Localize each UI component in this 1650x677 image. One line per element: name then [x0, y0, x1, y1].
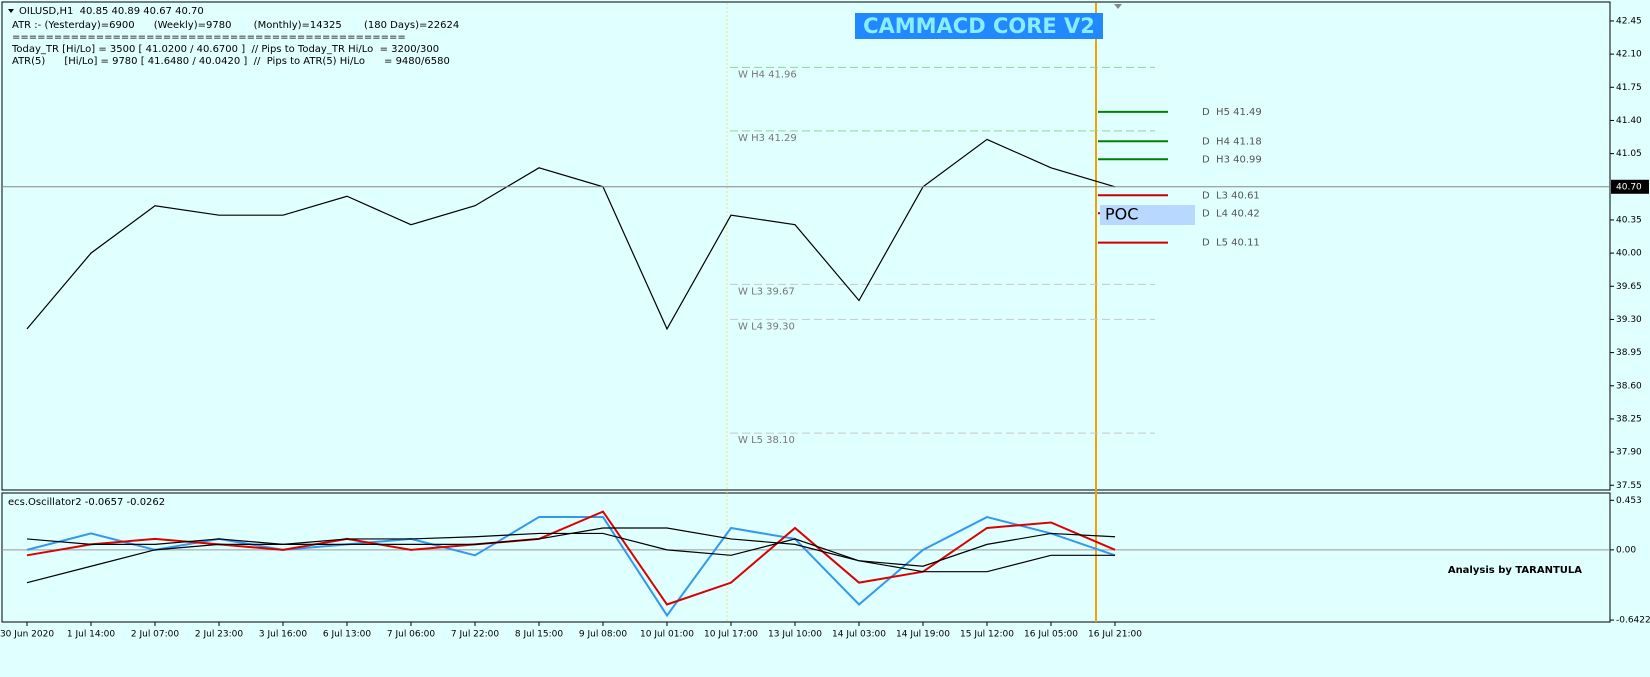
x-tick-label: 3 Jul 16:00 [259, 630, 308, 640]
current-price-label: 40.70 [1616, 182, 1642, 192]
series-line [26, 527, 1115, 584]
y-tick-label: -0.6422 [1616, 616, 1650, 626]
x-tick-label: 16 Jul 05:00 [1024, 630, 1078, 640]
atr-line: ATR :- (Yesterday)=6900 (Weekly)=9780 (M… [12, 20, 459, 31]
menu-arrow [8, 9, 14, 13]
series-line [26, 515, 1116, 618]
y-tick-label: 38.25 [1616, 414, 1642, 424]
poc-box [1100, 205, 1195, 225]
x-tick-label: 7 Jul 22:00 [451, 630, 500, 640]
x-tick-label: 15 Jul 12:00 [960, 630, 1014, 640]
y-tick-label: 40.00 [1616, 249, 1642, 259]
daily-level-label: D H5 41.49 [1202, 107, 1262, 118]
y-tick-label: 41.40 [1616, 116, 1642, 126]
daily-level-label: D H3 40.99 [1202, 154, 1262, 165]
current-price-box [1611, 179, 1649, 194]
scroll-marker [1114, 4, 1122, 9]
weekly-level-label: W H4 41.96 [738, 69, 797, 80]
y-tick-label: 37.90 [1616, 448, 1642, 458]
x-tick-label: 7 Jul 06:00 [387, 630, 436, 640]
y-tick-label: 0.00 [1616, 545, 1636, 555]
poc-label: POC [1105, 205, 1138, 224]
indicator-title: CAMMACD CORE V2 [863, 14, 1095, 38]
x-tick-label: 6 Jul 13:00 [323, 630, 372, 640]
x-tick-label: 1 Jul 14:00 [67, 630, 116, 640]
oscillator-title: ecs.Oscillator2 -0.0657 -0.0262 [8, 497, 165, 508]
y-tick-label: 42.45 [1616, 16, 1642, 26]
y-tick-label: 41.05 [1616, 149, 1642, 159]
y-tick-label: 0.453 [1616, 496, 1642, 506]
weekly-level-label: W L3 39.67 [738, 286, 795, 297]
x-tick-label: 14 Jul 03:00 [832, 630, 886, 640]
x-tick-label: 8 Jul 15:00 [515, 630, 564, 640]
separator: ========================================… [12, 32, 406, 43]
series-line [26, 510, 1116, 606]
x-tick-label: 14 Jul 19:00 [896, 630, 950, 640]
x-tick-label: 10 Jul 17:00 [704, 630, 758, 640]
atr5: ATR(5) [Hi/Lo] = 9780 [ 41.6480 / 40.042… [12, 56, 450, 67]
x-tick-label: 13 Jul 10:00 [768, 630, 822, 640]
weekly-level-label: W L4 39.30 [738, 321, 795, 332]
y-tick-label: 37.55 [1616, 481, 1642, 491]
x-tick-label: 2 Jul 23:00 [195, 630, 244, 640]
series-line [26, 138, 1116, 331]
indicator-badge [855, 13, 1103, 39]
today-tr: Today_TR [Hi/Lo] = 3500 [ 41.0200 / 40.6… [11, 44, 439, 55]
annotation: Analysis by TARANTULA [1448, 565, 1582, 576]
y-tick-label: 42.10 [1616, 50, 1642, 60]
daily-level-label: D L5 40.11 [1202, 238, 1260, 249]
daily-level-label: D H4 41.18 [1202, 136, 1262, 147]
main-panel [1, 1, 1611, 491]
x-tick-label: 16 Jul 21:00 [1088, 630, 1142, 640]
y-tick-label: 38.95 [1616, 348, 1642, 358]
x-tick-label: 2 Jul 07:00 [131, 630, 180, 640]
weekly-level-label: W L5 38.10 [738, 435, 795, 446]
y-tick-label: 40.35 [1616, 215, 1642, 225]
weekly-level-label: W H3 41.29 [738, 133, 797, 144]
y-tick-label: 39.65 [1616, 282, 1642, 292]
daily-level-label: D L3 40.61 [1202, 190, 1260, 201]
x-tick-label: 30 Jun 2020 [0, 630, 54, 640]
y-tick-label: 38.60 [1616, 381, 1642, 391]
oscillator-panel [1, 492, 1611, 623]
y-tick-label: 39.30 [1616, 315, 1642, 325]
x-tick-label: 9 Jul 08:00 [579, 630, 628, 640]
symbol-line: OILUSD,H1 40.85 40.89 40.67 40.70 [19, 6, 204, 17]
daily-level-label: D L4 40.42 [1202, 208, 1260, 219]
y-tick-label: 41.75 [1616, 83, 1642, 93]
x-tick-label: 10 Jul 01:00 [640, 630, 694, 640]
